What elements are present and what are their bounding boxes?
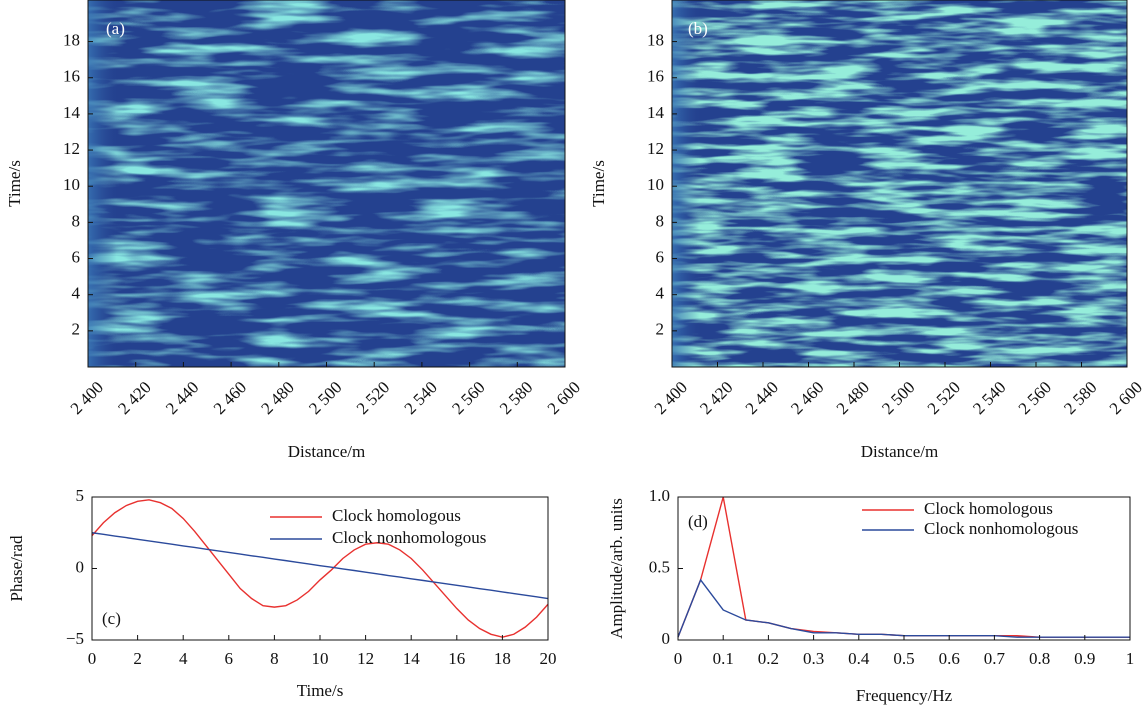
legend-label: Clock nonhomologous — [332, 528, 486, 547]
x-tick-label: 0.1 — [713, 649, 734, 668]
x-tick-label: 0 — [674, 649, 683, 668]
x-tick-label: 10 — [312, 649, 329, 668]
y-tick-label: 18 — [647, 30, 664, 49]
x-tick-label: 2 440 — [742, 378, 782, 418]
x-tick-label: 2 440 — [162, 378, 202, 418]
x-axis-title: Distance/m — [861, 442, 938, 461]
x-tick-label: 2 500 — [305, 378, 345, 418]
y-tick-label: 12 — [647, 139, 664, 158]
x-tick-label: 2 — [133, 649, 142, 668]
x-tick-label: 0.9 — [1074, 649, 1095, 668]
x-tick-label: 2 500 — [878, 378, 918, 418]
x-tick-label: 2 540 — [401, 378, 441, 418]
x-tick-label: 14 — [403, 649, 421, 668]
x-tick-label: 0.3 — [803, 649, 824, 668]
panel-label: (c) — [102, 609, 121, 628]
x-tick-label: 1 — [1126, 649, 1135, 668]
y-tick-label: 8 — [656, 211, 665, 230]
y-tick-label: −5 — [66, 629, 84, 648]
x-tick-label: 2 480 — [833, 378, 873, 418]
y-tick-label: 10 — [647, 175, 664, 194]
x-tick-label: 4 — [179, 649, 188, 668]
x-tick-label: 2 460 — [210, 378, 250, 418]
y-axis-title: Phase/rad — [7, 535, 26, 602]
x-tick-label: 2 420 — [114, 378, 154, 418]
x-tick-label: 2 600 — [544, 378, 584, 418]
heatmap-edge — [672, 0, 1127, 367]
y-tick-label: 5 — [76, 486, 85, 505]
series-line — [91, 532, 549, 600]
x-tick-label: 0.8 — [1029, 649, 1050, 668]
x-tick-label: 2 420 — [696, 378, 736, 418]
x-tick-label: 20 — [540, 649, 557, 668]
y-tick-label: 0 — [76, 557, 85, 576]
x-tick-label: 0.4 — [848, 649, 870, 668]
x-axis-title: Frequency/Hz — [856, 686, 953, 705]
x-tick-label: 0.7 — [984, 649, 1006, 668]
y-tick-label: 0 — [662, 629, 671, 648]
y-tick-label: 18 — [63, 30, 80, 49]
y-axis-title: Time/s — [5, 160, 24, 207]
x-tick-label: 12 — [357, 649, 374, 668]
panel-label: (d) — [688, 512, 708, 531]
x-axis-title: Distance/m — [288, 442, 365, 461]
x-tick-label: 16 — [448, 649, 465, 668]
x-tick-label: 2 480 — [257, 378, 297, 418]
x-tick-label: 2 400 — [67, 378, 107, 418]
x-tick-label: 2 560 — [448, 378, 488, 418]
x-tick-label: 0.2 — [758, 649, 779, 668]
x-tick-label: 2 580 — [1060, 378, 1100, 418]
x-tick-label: 2 400 — [651, 378, 691, 418]
y-tick-label: 16 — [63, 67, 80, 86]
x-tick-label: 18 — [494, 649, 511, 668]
x-tick-label: 8 — [270, 649, 279, 668]
y-axis-title: Amplitude/arb. units — [607, 498, 626, 639]
y-tick-label: 2 — [656, 320, 665, 339]
x-tick-label: 2 520 — [924, 378, 964, 418]
x-tick-label: 0.6 — [939, 649, 960, 668]
y-tick-label: 14 — [647, 103, 665, 122]
x-tick-label: 0.5 — [893, 649, 914, 668]
y-tick-label: 2 — [72, 320, 81, 339]
legend-label: Clock nonhomologous — [924, 519, 1078, 538]
x-tick-label: 2 460 — [787, 378, 827, 418]
y-tick-label: 4 — [72, 284, 81, 303]
x-tick-label: 2 560 — [1015, 378, 1055, 418]
x-tick-label: 2 540 — [969, 378, 1009, 418]
y-tick-label: 16 — [647, 67, 664, 86]
x-axis-title: Time/s — [297, 681, 344, 700]
y-tick-label: 6 — [656, 247, 665, 266]
x-tick-label: 0 — [88, 649, 97, 668]
y-axis-title: Time/s — [589, 160, 608, 207]
y-tick-label: 4 — [656, 284, 665, 303]
y-tick-label: 14 — [63, 103, 81, 122]
legend-label: Clock homologous — [924, 499, 1053, 518]
series-line — [677, 578, 1130, 638]
x-tick-label: 6 — [225, 649, 234, 668]
y-tick-label: 1.0 — [649, 486, 670, 505]
x-tick-label: 2 580 — [496, 378, 536, 418]
y-tick-label: 8 — [72, 211, 81, 230]
panel-label: (b) — [688, 19, 708, 38]
y-tick-label: 6 — [72, 247, 81, 266]
plot-frame — [91, 496, 549, 641]
y-tick-label: 12 — [63, 139, 80, 158]
y-tick-label: 0.5 — [649, 557, 670, 576]
panel-label: (a) — [106, 19, 125, 38]
x-tick-label: 2 600 — [1106, 378, 1146, 418]
legend-label: Clock homologous — [332, 506, 461, 525]
heatmap-edge — [88, 0, 565, 367]
y-tick-label: 10 — [63, 175, 80, 194]
x-tick-label: 2 520 — [353, 378, 393, 418]
series-line — [91, 499, 549, 638]
